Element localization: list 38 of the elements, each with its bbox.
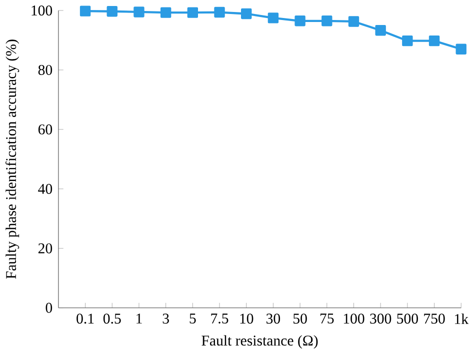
x-tick-label: 750 bbox=[424, 314, 445, 324]
x-tick-label: 75 bbox=[320, 314, 334, 324]
point bbox=[294, 15, 306, 26]
x-tick-label: 30 bbox=[266, 314, 280, 324]
y-tick-label: 60 bbox=[38, 124, 52, 134]
x-tick-label: 300 bbox=[370, 314, 392, 324]
x-tick-label: 0.1 bbox=[76, 314, 94, 324]
y-tick-label: 80 bbox=[38, 64, 52, 75]
y-tick-label: 40 bbox=[38, 184, 52, 194]
y-tick-label: 0 bbox=[46, 302, 52, 313]
point bbox=[456, 44, 466, 54]
point bbox=[322, 15, 332, 26]
point bbox=[268, 12, 279, 24]
y-tick-label: 20 bbox=[38, 243, 52, 254]
x-tick-label: 100 bbox=[344, 314, 364, 324]
point bbox=[241, 8, 252, 20]
point bbox=[134, 6, 144, 18]
point bbox=[402, 35, 413, 46]
y-tick-label: 100 bbox=[32, 5, 52, 16]
point bbox=[160, 7, 172, 18]
point bbox=[214, 6, 225, 18]
point bbox=[80, 6, 91, 16]
x-tick-label: 10 bbox=[240, 314, 254, 324]
y-axis-title: Faulty phase identification accuracy (%) bbox=[5, 40, 20, 279]
x-tick-label: 1 bbox=[136, 314, 142, 324]
x-tick-label: 500 bbox=[397, 314, 418, 324]
point bbox=[428, 35, 440, 46]
point bbox=[106, 6, 118, 17]
point bbox=[348, 16, 360, 27]
point bbox=[375, 25, 386, 36]
x-tick-label: 0.5 bbox=[103, 314, 121, 324]
x-tick-label: 50 bbox=[293, 314, 307, 324]
x-tick-label: 1k bbox=[455, 314, 469, 324]
point bbox=[187, 7, 198, 18]
x-tick-label: 3 bbox=[162, 314, 169, 324]
x-tick-label: 7.5 bbox=[211, 314, 228, 324]
x-axis-title: Fault resistance (Ω) bbox=[202, 335, 318, 349]
x-tick-label: 5 bbox=[190, 314, 196, 324]
